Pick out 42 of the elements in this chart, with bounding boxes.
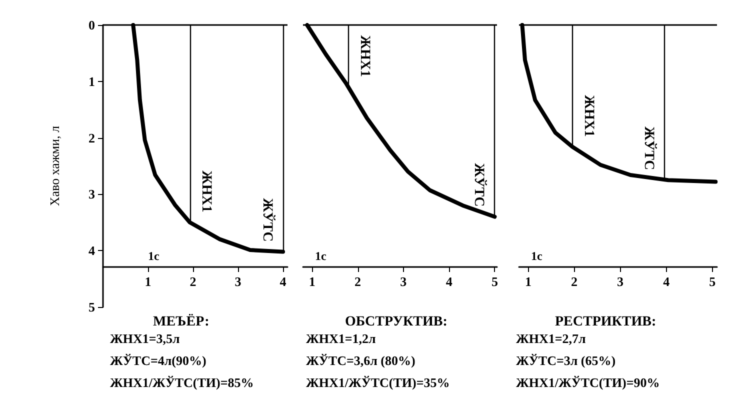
text: ЖЎТС=4л(90%) bbox=[110, 353, 206, 368]
annotation: ЖЎТС bbox=[471, 163, 488, 207]
text: ЖНХ1/ЖЎТС(ТИ)=35% bbox=[306, 375, 450, 390]
text: ЖНХ1=2,7л bbox=[516, 331, 586, 346]
x-tick-label: 2 bbox=[354, 274, 362, 289]
x-tick-label: 4 bbox=[663, 274, 670, 289]
text: МЕЪЁР: bbox=[153, 314, 210, 330]
x-tick-label: 3 bbox=[400, 274, 408, 289]
text: ЖНХ1=3,5л bbox=[110, 331, 180, 346]
y-tick-label: 4 bbox=[88, 243, 96, 258]
x-tick-label: 5 bbox=[491, 274, 498, 289]
x-tick-label: 1 bbox=[524, 274, 532, 289]
x-tick-label: 3 bbox=[617, 274, 624, 289]
y-tick-label: 5 bbox=[88, 300, 96, 314]
y-tick-label: 3 bbox=[88, 186, 96, 202]
x-tick-label: 4 bbox=[446, 274, 453, 289]
y-tick-label: 2 bbox=[88, 130, 95, 146]
annotation: 1с bbox=[148, 249, 160, 263]
x-tick-label: 5 bbox=[709, 274, 716, 289]
annotation: 1с bbox=[531, 249, 543, 263]
text: ЖЎТС=3л (65%) bbox=[516, 353, 616, 368]
annotation: ЖНХ1 bbox=[580, 94, 596, 137]
y-axis-title: Хаво хажми, л bbox=[47, 125, 62, 206]
x-tick-label: 2 bbox=[190, 274, 196, 289]
y-tick-label: 0 bbox=[88, 18, 95, 32]
annotation: ЖНХ1 bbox=[357, 35, 372, 78]
x-tick-label: 1 bbox=[308, 274, 316, 289]
text: РЕСТРИКТИВ: bbox=[555, 314, 656, 330]
x-tick-label: 1 bbox=[144, 274, 152, 289]
text: ЖНХ1=1,2л bbox=[306, 331, 376, 346]
annotation: 1с bbox=[315, 249, 327, 263]
y-tick-label: 1 bbox=[88, 74, 95, 89]
annotation: ЖНХ1 bbox=[198, 170, 214, 212]
annotation: ЖЎТС bbox=[260, 198, 276, 242]
x-tick-label: 3 bbox=[234, 274, 242, 289]
text: ЖНХ1/ЖЎТС(ТИ)=90% bbox=[516, 375, 660, 390]
text: ЖНХ1/ЖЎТС(ТИ)=85% bbox=[110, 375, 254, 390]
annotation: ЖЎТС bbox=[641, 126, 658, 170]
text: ЖЎТС=3,6л (80%) bbox=[306, 353, 416, 368]
text: ОБСТРУКТИВ: bbox=[345, 314, 448, 330]
x-tick-label: 2 bbox=[571, 274, 578, 289]
x-tick-label: 4 bbox=[280, 274, 287, 289]
